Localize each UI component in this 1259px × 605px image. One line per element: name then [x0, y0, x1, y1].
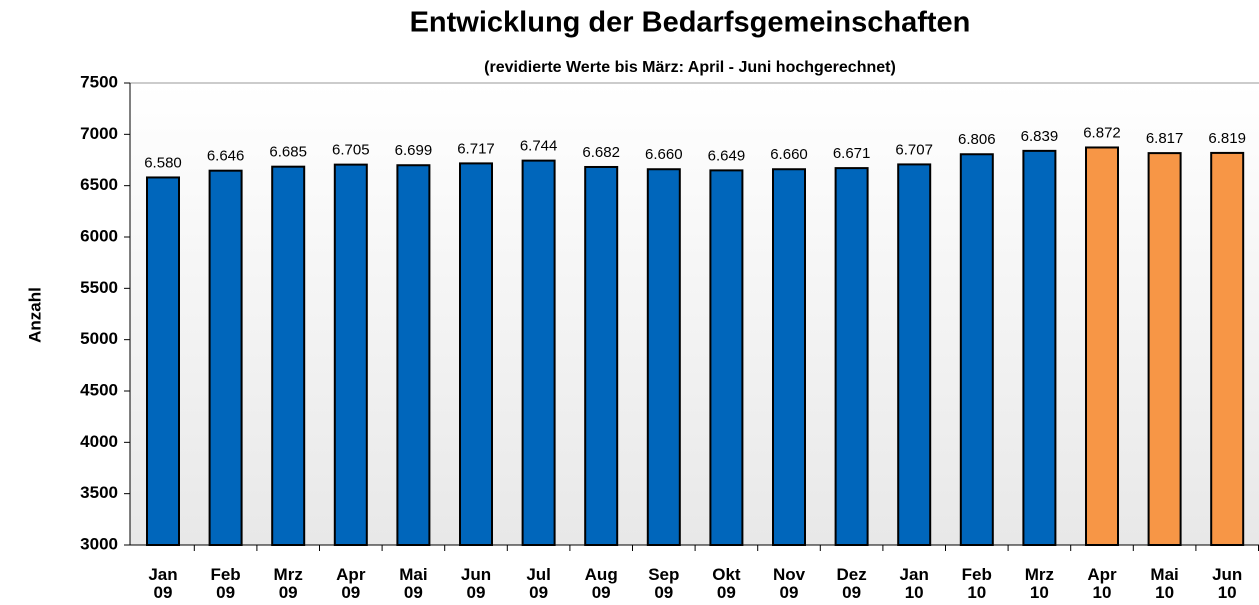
value-label: 6.872: [1083, 124, 1121, 141]
value-label: 6.806: [958, 131, 996, 148]
bar: [396, 164, 431, 546]
y-tick-label: 5000: [80, 329, 118, 348]
y-tick-label: 7500: [80, 72, 118, 91]
value-label: 6.685: [269, 144, 307, 161]
bar: [208, 169, 243, 546]
value-label: 6.839: [1021, 128, 1059, 145]
bar: [1147, 152, 1182, 546]
x-tick-label: Apr 10: [1087, 565, 1117, 602]
x-tick-label: Nov 09: [772, 565, 806, 602]
x-tick-label: Okt 09: [712, 565, 741, 602]
x-tick-label: Mai 10: [1150, 565, 1179, 602]
chart-subtitle: (revidierte Werte bis März: April - Juni…: [484, 59, 896, 76]
y-tick-label: 3000: [80, 534, 118, 553]
y-tick-label: 6000: [80, 226, 118, 245]
bar: [146, 176, 180, 546]
x-tick-label: Jun 09: [460, 565, 492, 602]
bar: [584, 165, 619, 547]
x-tick-label: Mrz 10: [1024, 565, 1055, 602]
value-label: 6.649: [708, 147, 746, 164]
bar: [1022, 149, 1057, 546]
x-tick-label: Jul 09: [526, 565, 551, 602]
y-tick-label: 4500: [80, 380, 118, 399]
bar: [709, 169, 744, 547]
bar: [959, 153, 994, 546]
value-label: 6.744: [520, 138, 558, 155]
bar: [1085, 146, 1119, 546]
value-label: 6.646: [207, 148, 245, 165]
value-label: 6.819: [1208, 130, 1246, 147]
value-label: 6.580: [144, 154, 182, 171]
y-tick-label: 4000: [80, 432, 118, 451]
bar: [521, 159, 556, 546]
x-tick-label: Jan 10: [899, 565, 929, 602]
value-label: 6.707: [895, 141, 933, 158]
bar: [271, 165, 306, 546]
x-tick-label: Feb 10: [961, 565, 992, 602]
value-label: 6.682: [582, 144, 620, 161]
y-tick-label: 7000: [80, 124, 118, 143]
y-tick-label: 5500: [80, 278, 118, 297]
value-label: 6.660: [645, 146, 683, 163]
x-tick-label: Mai 09: [399, 565, 428, 602]
x-tick-label: Dez 09: [836, 565, 867, 602]
bar: [772, 168, 806, 547]
value-label: 6.699: [395, 142, 433, 159]
value-label: 6.660: [770, 146, 808, 163]
plot-area: [129, 82, 1259, 546]
y-tick-label: 6500: [80, 175, 118, 194]
bar: [459, 162, 493, 546]
x-tick-label: Apr 09: [336, 565, 366, 602]
bar: [1210, 151, 1245, 547]
x-tick-label: Mrz 09: [273, 565, 303, 602]
x-tick-label: Jun 10: [1212, 565, 1243, 602]
bar: [897, 163, 932, 546]
bar: [646, 168, 681, 547]
x-tick-label: Aug 09: [584, 565, 618, 602]
value-label: 6.671: [833, 145, 871, 162]
x-tick-label: Jan 09: [148, 565, 178, 602]
chart-title: Entwicklung der Bedarfsgemeinschaften: [410, 7, 971, 39]
bar: [333, 163, 368, 546]
value-label: 6.717: [457, 140, 495, 157]
y-axis-label: Anzahl: [25, 287, 44, 343]
x-tick-label: Feb 09: [210, 565, 241, 602]
bar: [834, 167, 869, 547]
value-label: 6.705: [332, 142, 370, 159]
value-label: 6.817: [1146, 130, 1184, 147]
y-tick-label: 3500: [80, 483, 118, 502]
x-tick-label: Sep 09: [648, 565, 680, 602]
